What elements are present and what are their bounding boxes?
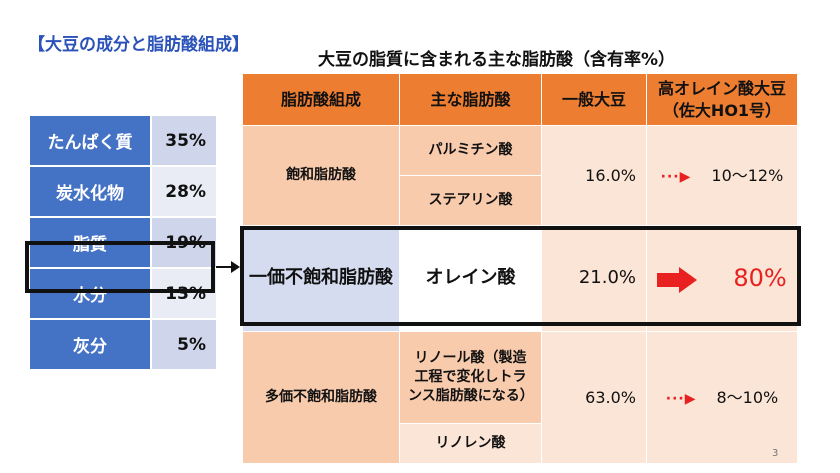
monounsaturated-high-oleic: 80% <box>646 225 798 332</box>
stearic-acid: ステアリン酸 <box>399 175 542 226</box>
fat-highlight-box <box>25 241 215 293</box>
dotted-arrow-icon: ···▶ <box>665 390 697 407</box>
fatty-acid-table: 脂肪酸組成 主な脂肪酸 一般大豆 高オレイン酸大豆（佐大HO1号） 飽和脂肪酸 … <box>242 73 798 464</box>
linolenic-acid: リノレン酸 <box>399 423 542 464</box>
composition-row: 灰分 5% <box>28 318 218 371</box>
composition-value: 13% <box>150 267 218 320</box>
composition-value: 5% <box>150 318 218 371</box>
oleic-acid: オレイン酸 <box>399 225 542 332</box>
polyunsaturated-category: 多価不飽和脂肪酸 <box>242 331 400 464</box>
header-composition: 脂肪酸組成 <box>242 73 400 126</box>
connector-arrow-head <box>231 261 240 273</box>
palmitic-acid: パルミチン酸 <box>399 125 542 176</box>
saturated-row: 飽和脂肪酸 パルミチン酸 16.0% ···▶ 10～12% <box>242 125 798 226</box>
composition-row: たんぱく質 35% <box>28 114 218 167</box>
block-arrow-icon <box>657 263 698 295</box>
composition-name: たんぱく質 <box>28 114 152 167</box>
slide-heading: 【大豆の成分と脂肪酸組成】 <box>28 35 249 55</box>
composition-value: 35% <box>150 114 218 167</box>
composition-value: 28% <box>150 165 218 218</box>
monounsaturated-general: 21.0% <box>541 225 647 332</box>
connector-arrow-icon <box>216 266 232 268</box>
oleic-highlight-box <box>240 226 801 326</box>
saturated-high-oleic: ···▶ 10～12% <box>646 125 798 226</box>
page-number: 3 <box>772 448 779 459</box>
composition-table: たんぱく質 35% 炭水化物 28% 脂質 19% 水分 13% 灰分 5% <box>28 114 218 371</box>
polyunsaturated-row-2: リノレン酸 <box>243 423 798 464</box>
header-general: 一般大豆 <box>541 73 647 126</box>
polyunsaturated-general: 63.0% <box>541 331 647 464</box>
composition-name: 水分 <box>28 267 152 320</box>
header-row: 脂肪酸組成 主な脂肪酸 一般大豆 高オレイン酸大豆（佐大HO1号） <box>242 73 798 126</box>
dotted-arrow-icon: ···▶ <box>660 168 692 185</box>
header-main-acid: 主な脂肪酸 <box>399 73 542 126</box>
polyunsaturated-high-oleic: ···▶ 8～10% <box>646 331 798 464</box>
composition-row: 水分 13% <box>28 267 218 320</box>
linoleic-acid: リノール酸（製造工程で変化しトランス脂肪酸になる） <box>399 331 542 424</box>
composition-name: 炭水化物 <box>28 165 152 218</box>
saturated-category: 飽和脂肪酸 <box>242 125 400 226</box>
composition-name: 灰分 <box>28 318 152 371</box>
composition-row: 炭水化物 28% <box>28 165 218 218</box>
header-high-oleic: 高オレイン酸大豆（佐大HO1号） <box>646 73 798 126</box>
polyunsaturated-row: 多価不飽和脂肪酸 リノール酸（製造工程で変化しトランス脂肪酸になる） 63.0%… <box>242 331 798 464</box>
saturated-general: 16.0% <box>541 125 647 226</box>
table-title: 大豆の脂質に含まれる主な脂肪酸（含有率%） <box>318 50 676 70</box>
